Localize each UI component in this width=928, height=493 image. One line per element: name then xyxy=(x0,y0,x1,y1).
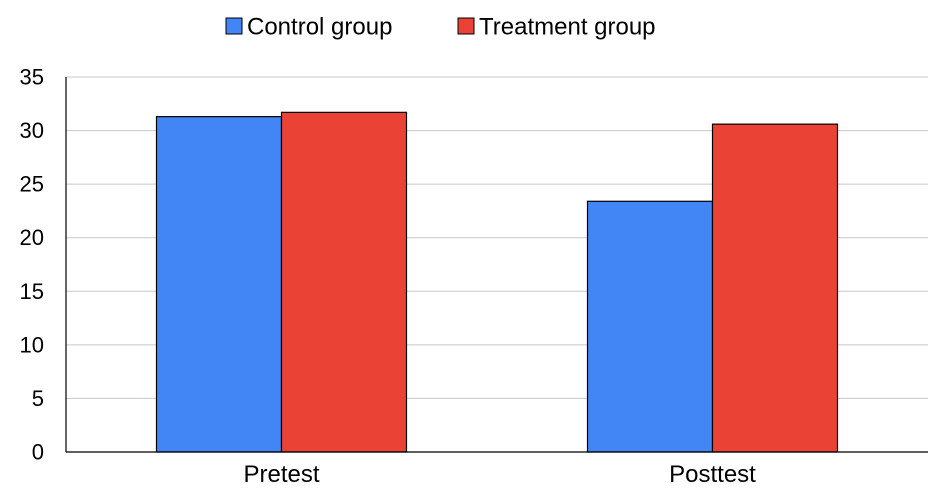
legend-label: Treatment group xyxy=(479,14,656,41)
legend-swatch xyxy=(457,17,475,35)
x-axis-labels: Pretest Posttest xyxy=(243,461,756,488)
y-tick-label: 35 xyxy=(20,65,44,90)
bar-control-group-posttest xyxy=(586,200,714,453)
y-tick-label: 25 xyxy=(20,172,44,197)
bar-treatment-group-posttest xyxy=(711,123,839,453)
y-tick-label: 0 xyxy=(32,440,44,465)
axes xyxy=(65,77,928,453)
x-tick-label: Posttest xyxy=(669,461,756,488)
y-tick-label: 15 xyxy=(20,279,44,304)
legend-swatch xyxy=(225,17,243,35)
x-tick-label: Pretest xyxy=(243,461,319,488)
legend: Control group Treatment group xyxy=(225,14,656,41)
y-tick-label: 30 xyxy=(20,118,44,143)
bar-treatment-group-pretest xyxy=(280,111,408,453)
y-tick-label: 5 xyxy=(32,386,44,411)
legend-label: Control group xyxy=(247,14,392,41)
y-tick-label: 10 xyxy=(20,332,44,357)
bar-control-group-pretest xyxy=(155,116,283,453)
y-tick-label: 20 xyxy=(20,225,44,250)
y-axis-ticks: 0 5 10 15 20 25 30 35 xyxy=(20,65,44,465)
bars xyxy=(155,111,839,453)
